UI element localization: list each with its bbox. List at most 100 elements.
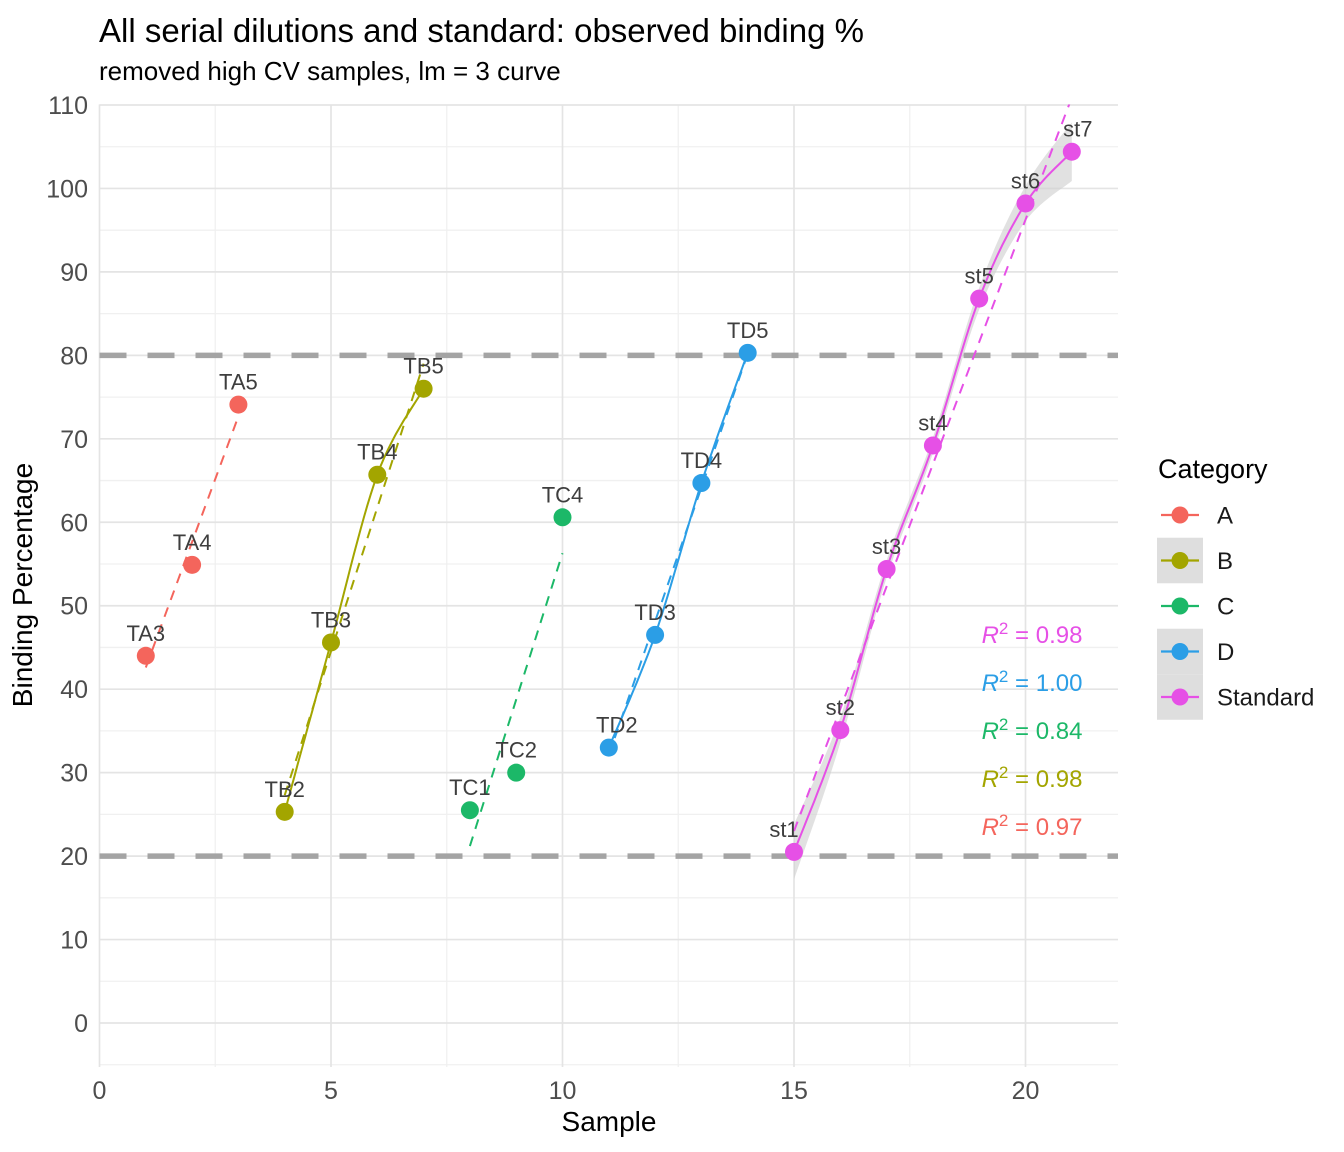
point-label-TC4: TC4 xyxy=(542,482,584,507)
point-label-TD4: TD4 xyxy=(681,448,723,473)
point-label-TB5: TB5 xyxy=(403,354,443,379)
point-label-TD3: TD3 xyxy=(634,600,676,625)
point-label-TA3: TA3 xyxy=(126,621,165,646)
point-st1 xyxy=(785,842,803,861)
linear-fit-line xyxy=(793,104,1071,832)
point-TD2 xyxy=(599,738,618,757)
point-TB4 xyxy=(368,465,387,484)
chart-title: All serial dilutions and standard: obser… xyxy=(99,12,864,49)
point-label-st4: st4 xyxy=(918,410,947,435)
point-label-st3: st3 xyxy=(872,534,901,559)
chart-subtitle: removed high CV samples, lm = 3 curve xyxy=(99,56,561,86)
point-st2 xyxy=(831,721,850,740)
point-label-TA5: TA5 xyxy=(219,370,258,395)
point-TC1 xyxy=(460,801,479,820)
point-st5 xyxy=(970,289,989,308)
y-tick-50: 50 xyxy=(60,593,88,621)
point-TD4 xyxy=(692,474,711,493)
series-C xyxy=(460,508,572,847)
point-TB5 xyxy=(414,379,433,398)
x-tick-15: 15 xyxy=(780,1077,808,1105)
legend-item-label: C xyxy=(1217,594,1234,621)
y-axis-title: Binding Percentage xyxy=(7,463,38,707)
point-label-TC2: TC2 xyxy=(495,738,537,763)
legend-title: Category xyxy=(1158,454,1268,484)
linear-fit-line xyxy=(144,415,240,668)
legend-item-label: D xyxy=(1217,639,1234,666)
series-layer xyxy=(136,104,1081,880)
r-squared-A: R2 = 0.97 xyxy=(982,811,1083,841)
point-label-st7: st7 xyxy=(1063,117,1092,142)
point-TB2 xyxy=(275,802,294,821)
legend-key-point-icon xyxy=(1171,552,1189,569)
legend-item-B: B xyxy=(1157,537,1233,584)
y-tick-110: 110 xyxy=(48,92,88,120)
r-squared-D: R2 = 1.00 xyxy=(982,667,1083,697)
series-Standard xyxy=(785,104,1081,880)
legend-item-D: D xyxy=(1157,628,1234,675)
axis-tick-labels: 0 10 20 30 40 50 60 70 80 90 100 110 0 5 10 15 20 xyxy=(46,92,1039,1105)
y-tick-40: 40 xyxy=(60,676,88,704)
point-TA5 xyxy=(229,395,248,414)
point-TB3 xyxy=(322,633,340,652)
y-tick-80: 80 xyxy=(60,342,88,370)
point-st3 xyxy=(877,560,896,579)
point-TA4 xyxy=(183,555,202,574)
point-st6 xyxy=(1016,194,1035,213)
legend-key-point-icon xyxy=(1171,506,1189,524)
gridlines xyxy=(98,104,1118,1067)
point-label-TA4: TA4 xyxy=(173,530,212,555)
point-TD3 xyxy=(646,625,665,644)
point-label-st5: st5 xyxy=(965,264,994,289)
series-D xyxy=(599,343,757,757)
point-label-TB2: TB2 xyxy=(265,777,305,802)
point-st7 xyxy=(1062,142,1081,161)
point-st4 xyxy=(923,436,942,455)
r-squared-annotations: R2 = 0.98 R2 = 1.00 R2 = 0.84 R2 = 0.98 R2 =… xyxy=(982,619,1083,841)
legend-item-label: A xyxy=(1217,503,1233,530)
r-squared-B: R2 = 0.98 xyxy=(982,763,1083,793)
legend-item-label: Standard xyxy=(1217,685,1314,712)
x-tick-5: 5 xyxy=(324,1077,338,1105)
legend-item-label: B xyxy=(1217,548,1233,575)
point-label-TB3: TB3 xyxy=(311,607,351,632)
y-tick-100: 100 xyxy=(46,175,88,203)
cubic-fit-curve xyxy=(283,388,425,813)
cubic-fit-curve xyxy=(607,352,749,748)
y-tick-90: 90 xyxy=(60,259,88,287)
legend-key-point-icon xyxy=(1171,597,1189,615)
legend-item-A: A xyxy=(1161,503,1233,530)
y-tick-10: 10 xyxy=(60,927,88,955)
point-TC2 xyxy=(507,763,526,782)
y-tick-60: 60 xyxy=(60,509,88,537)
x-tick-10: 10 xyxy=(549,1077,577,1105)
point-TD5 xyxy=(738,343,757,362)
point-label-st2: st2 xyxy=(826,695,855,720)
x-tick-20: 20 xyxy=(1012,1077,1040,1105)
r-squared-Standard: R2 = 0.98 xyxy=(982,619,1083,649)
y-tick-20: 20 xyxy=(60,843,88,871)
x-tick-0: 0 xyxy=(93,1077,107,1105)
legend-key-point-icon xyxy=(1171,688,1189,706)
point-TC4 xyxy=(553,508,572,527)
legend-item-Standard: Standard xyxy=(1157,674,1314,720)
point-label-TC1: TC1 xyxy=(449,775,491,800)
legend-item-C: C xyxy=(1161,594,1234,621)
point-label-TB4: TB4 xyxy=(357,440,397,465)
x-axis-title: Sample xyxy=(562,1106,657,1137)
point-label-st1: st1 xyxy=(769,817,798,842)
linear-fit-line xyxy=(468,552,564,847)
point-label-st6: st6 xyxy=(1011,168,1040,193)
legend-key-point-icon xyxy=(1171,643,1189,660)
point-TA3 xyxy=(136,646,155,665)
y-tick-30: 30 xyxy=(60,760,88,788)
series-B xyxy=(275,363,433,821)
series-A xyxy=(136,395,248,668)
r-squared-C: R2 = 0.84 xyxy=(982,715,1083,745)
confidence-ribbon xyxy=(794,122,1072,880)
y-tick-70: 70 xyxy=(60,426,88,454)
